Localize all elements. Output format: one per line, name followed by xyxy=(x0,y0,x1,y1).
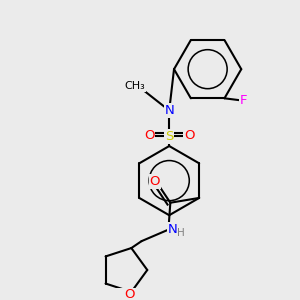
Text: O: O xyxy=(184,129,195,142)
Text: N: N xyxy=(167,223,177,236)
Text: O: O xyxy=(144,129,154,142)
Text: N: N xyxy=(164,104,174,117)
Text: O: O xyxy=(150,175,160,188)
Text: S: S xyxy=(165,130,173,143)
Text: CH₃: CH₃ xyxy=(124,82,145,92)
Text: F: F xyxy=(240,94,247,107)
Text: H: H xyxy=(177,227,185,238)
Text: O: O xyxy=(124,288,135,300)
